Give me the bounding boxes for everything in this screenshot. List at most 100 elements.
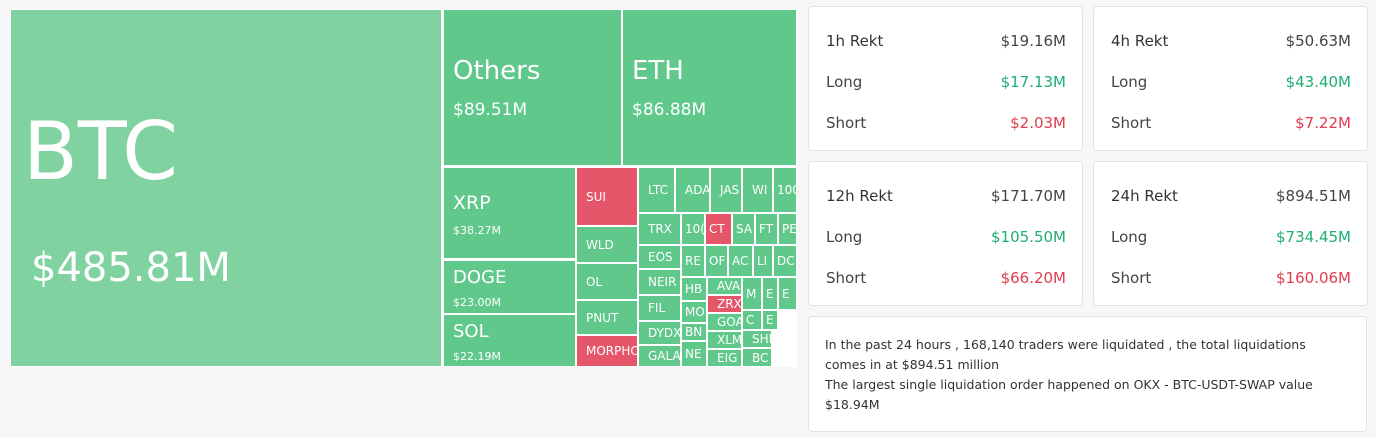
card-row: Short $2.03M bbox=[826, 114, 1066, 132]
tile-label: Others bbox=[453, 56, 541, 86]
row-value: $43.40M bbox=[1285, 73, 1351, 91]
treemap-tile: WLD bbox=[576, 226, 638, 263]
tile-label: MORPHO bbox=[586, 344, 638, 358]
card-row: Short $66.20M bbox=[826, 269, 1066, 287]
treemap-tile: ADA bbox=[675, 167, 710, 213]
summary-line: The largest single liquidation order hap… bbox=[825, 377, 1313, 412]
row-value: $105.50M bbox=[991, 228, 1066, 246]
treemap-tile: DC bbox=[773, 245, 797, 277]
tile-label: 100 bbox=[777, 183, 796, 197]
row-label: Long bbox=[826, 228, 863, 246]
liquidation-treemap: BTC $485.81M Others $89.51M ETH $86.88M XRP $38… bbox=[10, 9, 797, 367]
treemap-tile: TRX bbox=[638, 213, 681, 245]
tile-label: NE bbox=[685, 347, 702, 361]
tile-label: BN bbox=[685, 325, 703, 339]
card-row: Short $7.22M bbox=[1111, 114, 1351, 132]
tile-label: OL bbox=[586, 274, 603, 289]
row-value: $19.16M bbox=[1000, 32, 1066, 50]
card-row: Long $17.13M bbox=[826, 73, 1066, 91]
treemap-tile: SA bbox=[732, 213, 755, 245]
tile-label: E bbox=[766, 313, 774, 327]
tile-label: FT bbox=[759, 222, 774, 236]
treemap-tile: OL bbox=[576, 263, 638, 300]
card-row: 4h Rekt $50.63M bbox=[1111, 32, 1351, 50]
treemap-tile: E bbox=[762, 277, 778, 310]
tile-label: GALA bbox=[648, 349, 681, 363]
treemap-tile: HB bbox=[681, 277, 707, 301]
tile-label: HB bbox=[685, 282, 703, 296]
treemap-tile: M bbox=[742, 277, 762, 310]
tile-label: OF bbox=[709, 254, 726, 268]
tile-label: EIG bbox=[717, 351, 738, 365]
summary-line: In the past 24 hours , 168,140 traders w… bbox=[825, 337, 1306, 372]
treemap-tile: AC bbox=[728, 245, 753, 277]
tile-value: $485.81M bbox=[31, 245, 231, 291]
tile-label: ZRX bbox=[717, 297, 742, 311]
treemap-tile: OF bbox=[705, 245, 728, 277]
treemap-tile: BC bbox=[742, 348, 772, 367]
tile-label: MO bbox=[685, 305, 705, 319]
tile-label: EOS bbox=[648, 250, 673, 264]
tile-value: $38.27M bbox=[453, 224, 501, 237]
tile-label: SA bbox=[736, 222, 753, 236]
tile-label: SUI bbox=[586, 189, 606, 204]
treemap-tile: GALA bbox=[638, 345, 681, 367]
row-label: Long bbox=[826, 73, 863, 91]
treemap-tile: MORPHO bbox=[576, 335, 638, 367]
tile-label: WLD bbox=[586, 237, 614, 252]
tile-label: ADA bbox=[685, 183, 710, 197]
tile-label: AVA bbox=[717, 279, 741, 293]
row-value: $7.22M bbox=[1295, 114, 1351, 132]
tile-label: BTC bbox=[23, 105, 178, 198]
row-value: $171.70M bbox=[991, 187, 1066, 205]
treemap-tile: FT bbox=[755, 213, 778, 245]
tile-label: XLM bbox=[717, 333, 742, 347]
treemap-tile: ETH $86.88M bbox=[622, 9, 797, 166]
tile-value: $23.00M bbox=[453, 296, 501, 309]
treemap-tile: EIG bbox=[707, 349, 742, 367]
rekt-card: 12h Rekt $171.70M Long $105.50M Short $66.20M bbox=[808, 161, 1083, 306]
tile-label: BC bbox=[752, 350, 769, 365]
tile-label: RE bbox=[685, 254, 701, 268]
treemap-tile: DYDX bbox=[638, 321, 681, 345]
row-value: $66.20M bbox=[1000, 269, 1066, 287]
tile-label: CT bbox=[709, 222, 725, 236]
row-value: $160.06M bbox=[1276, 269, 1351, 287]
treemap-tile: EOS bbox=[638, 245, 681, 269]
row-value: $894.51M bbox=[1276, 187, 1351, 205]
treemap-tile: E bbox=[778, 277, 797, 310]
treemap-tile: WI bbox=[742, 167, 773, 213]
treemap-tile: C bbox=[742, 310, 762, 330]
tile-label: DYDX bbox=[648, 326, 681, 340]
tile-label: E bbox=[782, 286, 790, 301]
card-row: 12h Rekt $171.70M bbox=[826, 187, 1066, 205]
row-label: Short bbox=[1111, 114, 1152, 132]
treemap-tile: CT bbox=[705, 213, 732, 245]
treemap-tile: ZRX bbox=[707, 295, 742, 313]
treemap-tile: E bbox=[762, 310, 778, 330]
treemap-tile: FIL bbox=[638, 295, 681, 321]
row-label: Long bbox=[1111, 73, 1148, 91]
tile-label: DC bbox=[777, 254, 795, 268]
card-row: 1h Rekt $19.16M bbox=[826, 32, 1066, 50]
tile-label: XRP bbox=[453, 192, 491, 214]
card-row: Long $105.50M bbox=[826, 228, 1066, 246]
treemap-tile: SUI bbox=[576, 167, 638, 226]
treemap-tile: 10( bbox=[681, 213, 705, 245]
tile-value: $86.88M bbox=[632, 100, 707, 120]
tile-label: SOL bbox=[453, 321, 489, 342]
treemap-tile: RE bbox=[681, 245, 705, 277]
tile-label: FIL bbox=[648, 301, 666, 315]
row-value: $17.13M bbox=[1000, 73, 1066, 91]
tile-label: LI bbox=[757, 254, 768, 268]
treemap-tile: JAS bbox=[710, 167, 742, 213]
treemap-tile: AVA bbox=[707, 277, 742, 295]
treemap-tile: NEIR bbox=[638, 269, 681, 295]
tile-label: NEIR bbox=[648, 275, 677, 289]
card-row: Short $160.06M bbox=[1111, 269, 1351, 287]
tile-label: M bbox=[746, 286, 757, 301]
treemap-tile: BTC $485.81M bbox=[10, 9, 442, 367]
tile-label: JAS bbox=[720, 183, 740, 197]
treemap-tile: Others $89.51M bbox=[443, 9, 622, 166]
